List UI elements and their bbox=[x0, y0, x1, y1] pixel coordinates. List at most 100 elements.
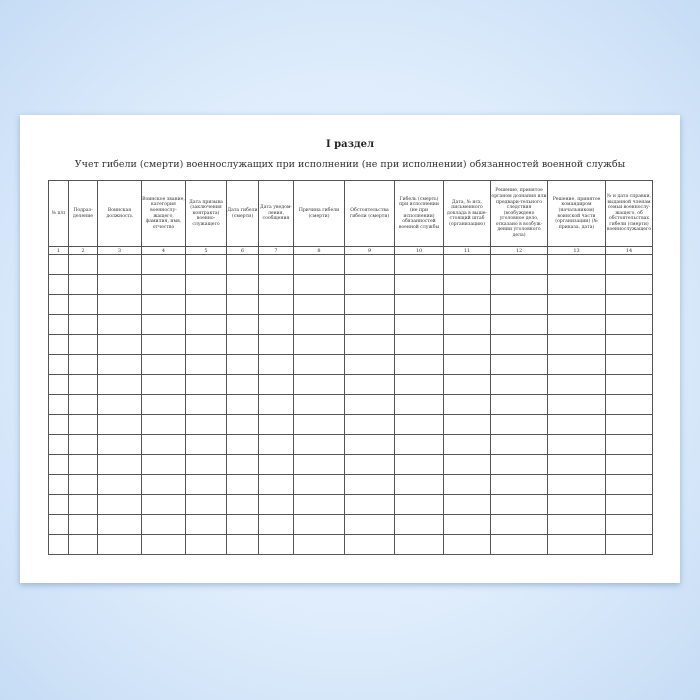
table-cell[interactable] bbox=[293, 354, 345, 375]
table-cell[interactable] bbox=[68, 294, 98, 315]
table-cell[interactable] bbox=[97, 334, 142, 355]
table-cell[interactable] bbox=[443, 414, 491, 435]
table-cell[interactable] bbox=[490, 314, 548, 335]
table-cell[interactable] bbox=[394, 414, 444, 435]
table-cell[interactable] bbox=[344, 294, 395, 315]
table-cell[interactable] bbox=[443, 494, 491, 515]
table-cell[interactable] bbox=[68, 254, 98, 275]
table-cell[interactable] bbox=[547, 334, 606, 355]
table-cell[interactable] bbox=[185, 374, 227, 395]
table-cell[interactable] bbox=[443, 394, 491, 415]
table-cell[interactable] bbox=[226, 334, 259, 355]
table-cell[interactable] bbox=[344, 494, 395, 515]
table-cell[interactable] bbox=[48, 454, 69, 475]
table-cell[interactable] bbox=[293, 374, 345, 395]
table-cell[interactable] bbox=[293, 414, 345, 435]
table-cell[interactable] bbox=[394, 494, 444, 515]
table-cell[interactable] bbox=[605, 354, 653, 375]
table-cell[interactable] bbox=[185, 394, 227, 415]
table-cell[interactable] bbox=[605, 494, 653, 515]
table-cell[interactable] bbox=[605, 374, 653, 395]
table-cell[interactable] bbox=[490, 334, 548, 355]
table-cell[interactable] bbox=[226, 514, 259, 535]
table-cell[interactable] bbox=[605, 414, 653, 435]
table-cell[interactable] bbox=[226, 394, 259, 415]
table-cell[interactable] bbox=[68, 414, 98, 435]
table-cell[interactable] bbox=[48, 314, 69, 335]
table-cell[interactable] bbox=[293, 254, 345, 275]
table-cell[interactable] bbox=[293, 434, 345, 455]
table-cell[interactable] bbox=[547, 474, 606, 495]
table-cell[interactable] bbox=[293, 294, 345, 315]
table-cell[interactable] bbox=[443, 474, 491, 495]
table-cell[interactable] bbox=[547, 374, 606, 395]
table-cell[interactable] bbox=[490, 254, 548, 275]
table-cell[interactable] bbox=[547, 294, 606, 315]
table-cell[interactable] bbox=[258, 414, 294, 435]
table-cell[interactable] bbox=[97, 494, 142, 515]
table-cell[interactable] bbox=[68, 394, 98, 415]
table-cell[interactable] bbox=[185, 314, 227, 335]
table-cell[interactable] bbox=[394, 354, 444, 375]
table-cell[interactable] bbox=[185, 274, 227, 295]
table-cell[interactable] bbox=[141, 514, 186, 535]
table-cell[interactable] bbox=[226, 494, 259, 515]
table-cell[interactable] bbox=[68, 454, 98, 475]
table-cell[interactable] bbox=[293, 494, 345, 515]
table-cell[interactable] bbox=[68, 534, 98, 555]
table-cell[interactable] bbox=[226, 474, 259, 495]
table-cell[interactable] bbox=[394, 534, 444, 555]
table-cell[interactable] bbox=[185, 514, 227, 535]
table-cell[interactable] bbox=[226, 254, 259, 275]
table-cell[interactable] bbox=[97, 354, 142, 375]
table-cell[interactable] bbox=[443, 294, 491, 315]
table-cell[interactable] bbox=[547, 354, 606, 375]
table-cell[interactable] bbox=[443, 434, 491, 455]
table-cell[interactable] bbox=[226, 534, 259, 555]
table-cell[interactable] bbox=[547, 394, 606, 415]
table-cell[interactable] bbox=[226, 454, 259, 475]
table-cell[interactable] bbox=[258, 394, 294, 415]
table-cell[interactable] bbox=[185, 474, 227, 495]
table-cell[interactable] bbox=[547, 514, 606, 535]
table-cell[interactable] bbox=[443, 354, 491, 375]
table-cell[interactable] bbox=[97, 414, 142, 435]
table-cell[interactable] bbox=[394, 374, 444, 395]
table-cell[interactable] bbox=[605, 274, 653, 295]
table-cell[interactable] bbox=[258, 454, 294, 475]
table-cell[interactable] bbox=[443, 454, 491, 475]
table-cell[interactable] bbox=[605, 394, 653, 415]
table-cell[interactable] bbox=[490, 354, 548, 375]
table-cell[interactable] bbox=[344, 394, 395, 415]
table-cell[interactable] bbox=[490, 514, 548, 535]
table-cell[interactable] bbox=[68, 374, 98, 395]
table-cell[interactable] bbox=[394, 274, 444, 295]
table-cell[interactable] bbox=[141, 254, 186, 275]
table-cell[interactable] bbox=[443, 274, 491, 295]
table-cell[interactable] bbox=[344, 354, 395, 375]
table-cell[interactable] bbox=[97, 474, 142, 495]
table-cell[interactable] bbox=[293, 454, 345, 475]
table-cell[interactable] bbox=[490, 394, 548, 415]
table-cell[interactable] bbox=[490, 474, 548, 495]
table-cell[interactable] bbox=[185, 494, 227, 515]
table-cell[interactable] bbox=[344, 434, 395, 455]
table-cell[interactable] bbox=[394, 454, 444, 475]
table-cell[interactable] bbox=[48, 534, 69, 555]
table-cell[interactable] bbox=[293, 334, 345, 355]
table-cell[interactable] bbox=[68, 494, 98, 515]
table-cell[interactable] bbox=[605, 534, 653, 555]
table-cell[interactable] bbox=[547, 314, 606, 335]
table-cell[interactable] bbox=[141, 414, 186, 435]
table-cell[interactable] bbox=[605, 474, 653, 495]
table-cell[interactable] bbox=[490, 374, 548, 395]
table-cell[interactable] bbox=[443, 314, 491, 335]
table-cell[interactable] bbox=[490, 414, 548, 435]
table-cell[interactable] bbox=[490, 454, 548, 475]
table-cell[interactable] bbox=[605, 294, 653, 315]
table-cell[interactable] bbox=[344, 314, 395, 335]
table-cell[interactable] bbox=[97, 294, 142, 315]
table-cell[interactable] bbox=[226, 314, 259, 335]
table-cell[interactable] bbox=[394, 394, 444, 415]
table-cell[interactable] bbox=[490, 494, 548, 515]
